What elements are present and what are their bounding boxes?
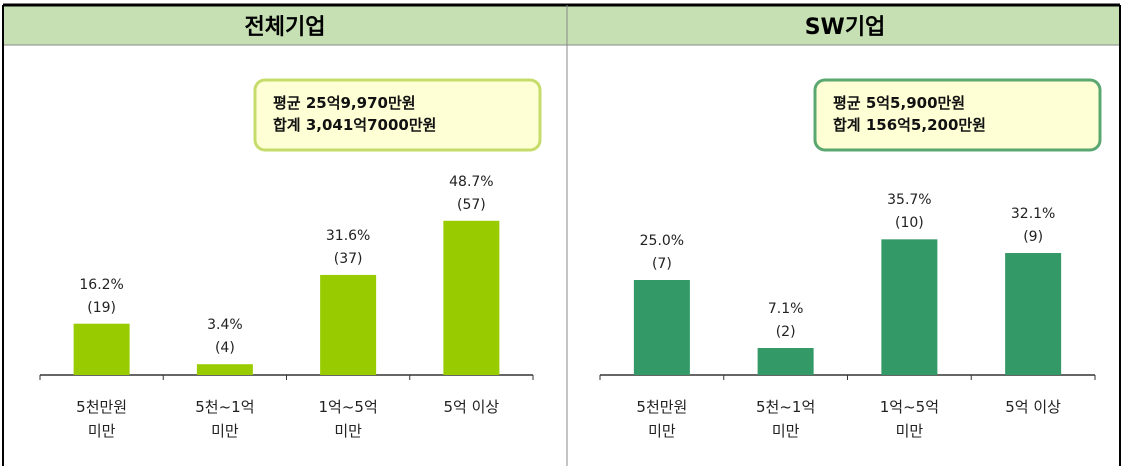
- x-tick-label: 5억 이상: [443, 398, 500, 416]
- count-label: (7): [651, 256, 672, 272]
- bar: [196, 364, 253, 375]
- x-tick-label: 5천만원 미만: [636, 398, 688, 440]
- panel-title: SW기업: [804, 15, 886, 40]
- annotation-line: 합계 156억5,200만원: [833, 116, 986, 134]
- value-label: 7.1%: [767, 301, 804, 318]
- x-tick-label: 5억 이상: [1005, 398, 1061, 416]
- x-tick-label: 1억~5억 미만: [318, 398, 378, 440]
- bar: [881, 239, 938, 375]
- x-tick-label: 1억~5억 미만: [879, 398, 940, 440]
- annotation-line: 평균 5억5,900만원: [833, 94, 966, 112]
- bar: [633, 280, 690, 375]
- value-label: 32.1%: [1010, 206, 1056, 223]
- value-label: 25.0%: [639, 233, 685, 249]
- value-label: 48.7%: [449, 173, 494, 190]
- annotation-line: 합계 3,041억7000만원: [273, 116, 437, 134]
- bar: [443, 220, 500, 375]
- value-label: 31.6%: [325, 227, 371, 244]
- count-label: (9): [1023, 229, 1044, 246]
- x-tick-label: 5천만원 미만: [76, 398, 128, 440]
- annotation-line: 평균 25억9,970만원: [273, 94, 416, 112]
- x-tick-label: 5천~1억 미만: [195, 398, 255, 440]
- bar: [320, 274, 377, 375]
- count-label: (2): [775, 324, 796, 341]
- value-label: 16.2%: [79, 276, 124, 293]
- value-label: 35.7%: [887, 192, 932, 209]
- count-label: (4): [214, 340, 235, 357]
- bar: [757, 348, 814, 375]
- annotation-box: [253, 78, 542, 152]
- count-label: (37): [333, 250, 363, 267]
- bar: [1005, 253, 1062, 375]
- value-label: 3.4%: [207, 317, 243, 334]
- count-label: (10): [895, 215, 924, 232]
- x-tick-label: 5천~1억 미만: [755, 398, 816, 440]
- header-band: [3, 5, 1120, 45]
- bar: [73, 323, 130, 375]
- annotation-box: [813, 78, 1102, 152]
- count-label: (57): [457, 196, 486, 213]
- count-label: (19): [87, 299, 116, 316]
- panel-title: 전체기업: [244, 15, 326, 40]
